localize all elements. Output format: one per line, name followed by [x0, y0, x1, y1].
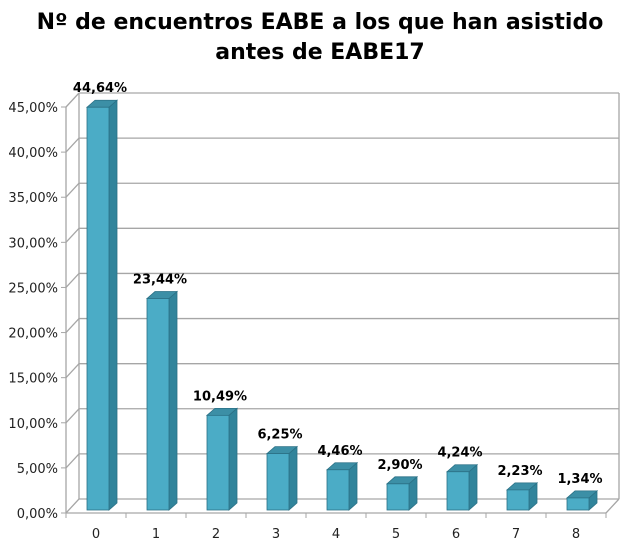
gridline-depth: [65, 408, 80, 424]
bar: [206, 414, 230, 511]
bar: [566, 497, 590, 511]
gridline-depth: [65, 137, 80, 153]
gridline-depth: [65, 273, 80, 288]
data-label: 1,34%: [557, 472, 602, 487]
y-tick-label: 5,00%: [17, 462, 58, 477]
bar: [146, 298, 170, 511]
gridline-depth: [65, 498, 80, 514]
gridline-depth: [65, 318, 80, 333]
data-label: 4,46%: [317, 444, 362, 459]
gridline-depth: [65, 92, 80, 108]
bar: [386, 483, 410, 511]
gridline-depth: [65, 182, 80, 198]
bar: [326, 469, 350, 511]
data-label: 44,64%: [73, 81, 127, 96]
bar: [446, 471, 470, 511]
x-tick-label: 4: [332, 527, 340, 542]
bar-side: [108, 99, 118, 511]
y-tick-label: 10,00%: [8, 417, 58, 432]
x-tick-label: 7: [512, 527, 520, 542]
x-tick-label: 0: [92, 527, 100, 542]
y-tick-label: 30,00%: [8, 236, 58, 251]
x-tick-label: 6: [452, 527, 460, 542]
x-tick-label: 5: [392, 527, 400, 542]
gridline-depth: [65, 363, 80, 379]
data-label: 6,25%: [257, 428, 302, 443]
y-tick-label: 45,00%: [8, 101, 58, 116]
gridline-depth: [65, 227, 80, 243]
bar-side: [168, 290, 178, 511]
bar-side: [228, 407, 238, 511]
bar: [506, 489, 530, 511]
bar-side: [348, 461, 358, 511]
y-tick-label: 40,00%: [8, 146, 58, 161]
data-label: 10,49%: [193, 389, 247, 404]
y-tick-label: 35,00%: [8, 191, 58, 206]
x-tick-label: 3: [272, 527, 280, 542]
data-label: 2,90%: [377, 458, 422, 473]
gridline-depth: [65, 453, 80, 469]
y-tick-label: 0,00%: [17, 507, 58, 522]
y-tick-label: 20,00%: [8, 327, 58, 342]
chart-title: Nº de encuentros EABE a los que han asis…: [36, 10, 604, 65]
y-tick-label: 15,00%: [8, 372, 58, 387]
bar-side: [468, 463, 478, 511]
x-tick-label: 1: [152, 527, 160, 542]
bar: [86, 106, 110, 511]
y-tick-label: 25,00%: [8, 281, 58, 296]
floor-edge: [605, 498, 620, 514]
data-label: 2,23%: [497, 464, 542, 479]
data-label: 23,44%: [133, 273, 187, 288]
x-tick-label: 2: [212, 527, 220, 542]
data-label: 4,24%: [437, 446, 482, 461]
bar: [266, 453, 290, 511]
bar-side: [288, 445, 298, 511]
x-tick-label: 8: [572, 527, 580, 542]
